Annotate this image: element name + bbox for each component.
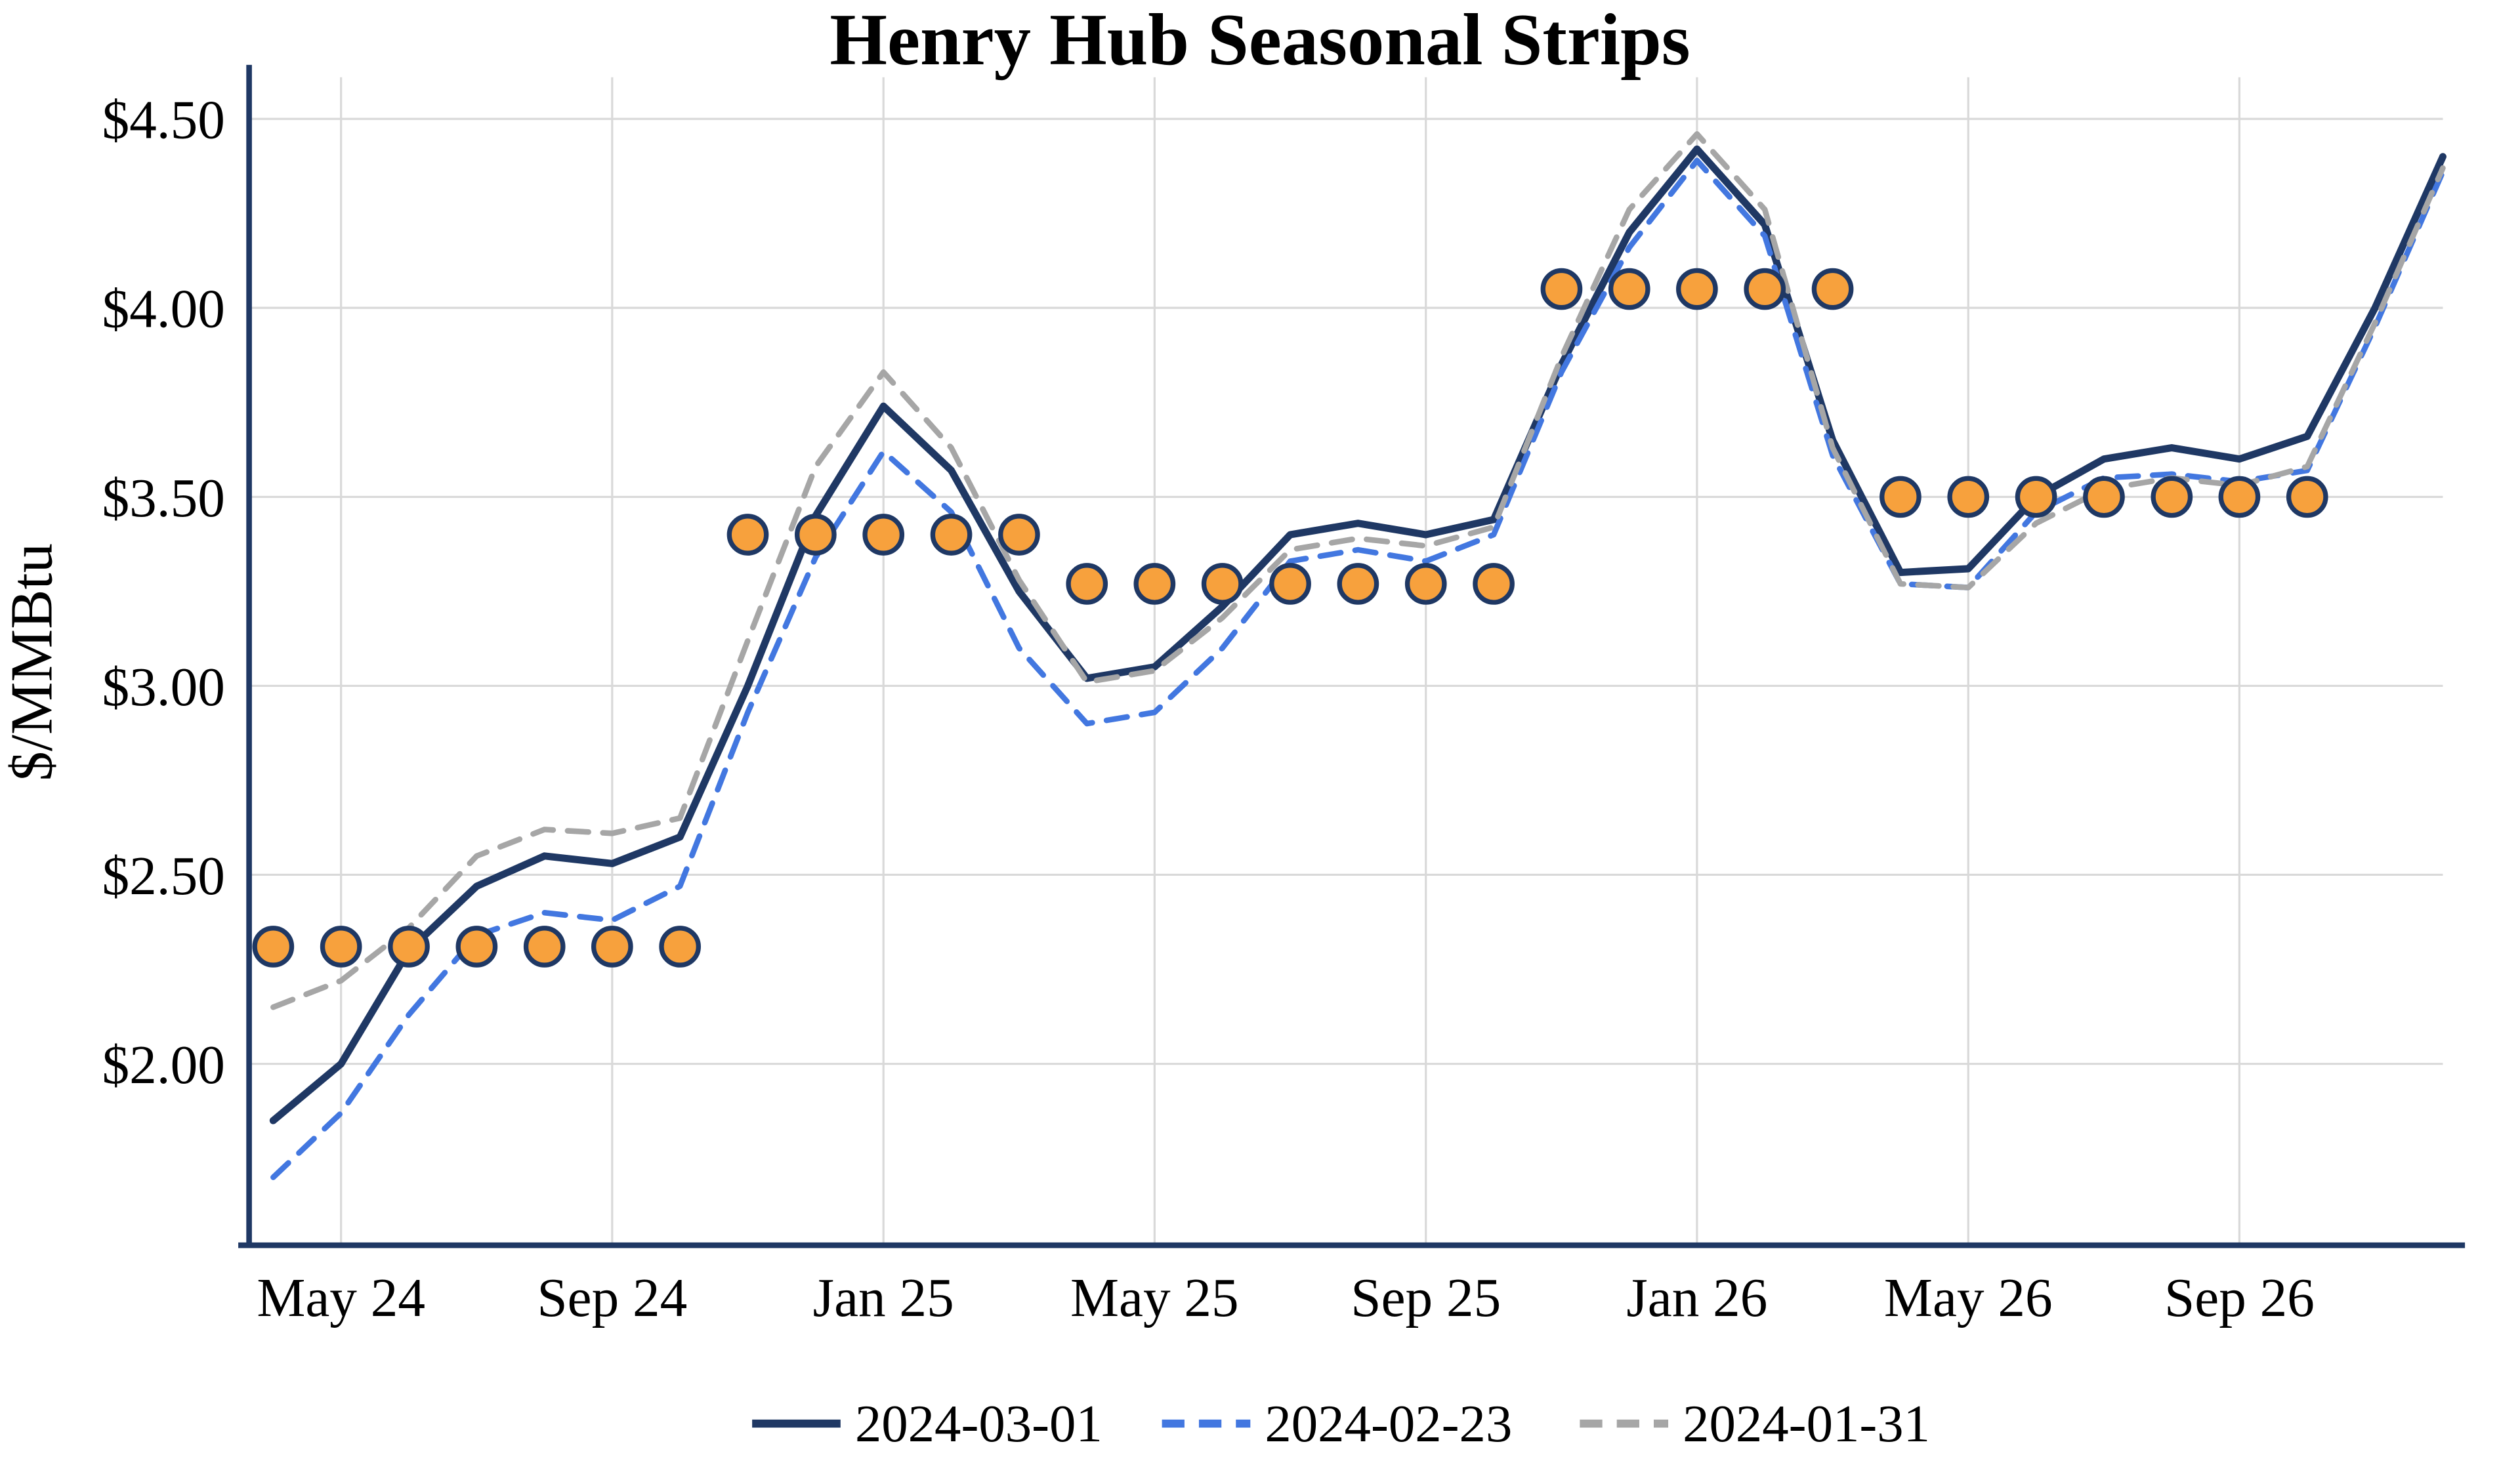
strip-marker <box>455 926 498 968</box>
y-tick-label: $2.50 <box>102 846 225 907</box>
strip-marker <box>1880 476 1922 518</box>
strip-marker <box>1269 563 1311 605</box>
strip-marker <box>388 926 430 968</box>
strip-marker <box>930 514 973 556</box>
strip-marker <box>2083 476 2125 518</box>
legend-label-1: 2024-03-01 <box>855 1395 1102 1453</box>
strip-marker <box>795 514 837 556</box>
x-tick-label: May 24 <box>257 1268 425 1328</box>
x-tick-label: Jan 25 <box>813 1268 954 1328</box>
y-tick-label: $3.00 <box>102 657 225 718</box>
x-tick-label: May 26 <box>1884 1268 2053 1328</box>
x-tick-label: Sep 25 <box>1351 1268 1501 1328</box>
strip-marker <box>2286 476 2328 518</box>
series-line-2024-03-01 <box>269 145 2446 1124</box>
strip-marker <box>1811 268 1854 310</box>
y-tick-label: $3.50 <box>102 468 225 529</box>
strip-marker <box>726 514 769 556</box>
strip-marker <box>252 926 295 968</box>
x-tick-label: Sep 26 <box>2164 1268 2315 1328</box>
strip-marker <box>523 926 566 968</box>
strip-marker <box>2218 476 2261 518</box>
strip-marker <box>1676 268 1718 310</box>
strip-marker <box>320 926 362 968</box>
strip-marker <box>1337 563 1379 605</box>
strip-marker <box>998 514 1040 556</box>
strip-marker <box>1473 563 1515 605</box>
x-tick-label: May 25 <box>1070 1268 1239 1328</box>
x-tick-label: Jan 26 <box>1626 1268 1767 1328</box>
legend-label-2: 2024-02-23 <box>1265 1395 1512 1453</box>
strip-marker <box>1066 563 1108 605</box>
strip-marker <box>1201 563 1244 605</box>
tick-labels: $2.00 $2.50 $3.00 $3.50 $4.00 $4.50 May 24 Sep … <box>102 91 2315 1328</box>
strip-marker <box>1608 268 1650 310</box>
strip-marker <box>1540 268 1583 310</box>
axes <box>238 64 2466 1248</box>
strip-marker <box>862 514 905 556</box>
y-tick-label: $4.00 <box>102 279 225 340</box>
y-axis-label: $/MMBtu <box>0 543 64 781</box>
y-tick-label: $2.00 <box>102 1035 225 1096</box>
strip-marker <box>2015 476 2057 518</box>
legend: 2024-03-01 2024-02-23 2024-01-31 <box>752 1395 1930 1453</box>
strip-marker <box>659 926 702 968</box>
strip-marker <box>2151 476 2193 518</box>
strip-marker <box>1133 563 1176 605</box>
strip-marker <box>591 926 633 968</box>
legend-label-3: 2024-01-31 <box>1683 1395 1930 1453</box>
strip-marker <box>1404 563 1447 605</box>
strip-marker <box>1744 268 1786 310</box>
strip-markers <box>252 268 2328 968</box>
series-line-2024-01-31 <box>270 131 2446 1010</box>
y-tick-label: $4.50 <box>102 91 225 151</box>
series-lines <box>269 131 2446 1180</box>
gridlines <box>249 77 2443 1246</box>
series-line-2024-02-23 <box>270 157 2446 1180</box>
strip-marker <box>1947 476 1990 518</box>
chart-title: Henry Hub Seasonal Strips <box>830 0 1690 81</box>
x-tick-label: Sep 24 <box>537 1268 687 1328</box>
